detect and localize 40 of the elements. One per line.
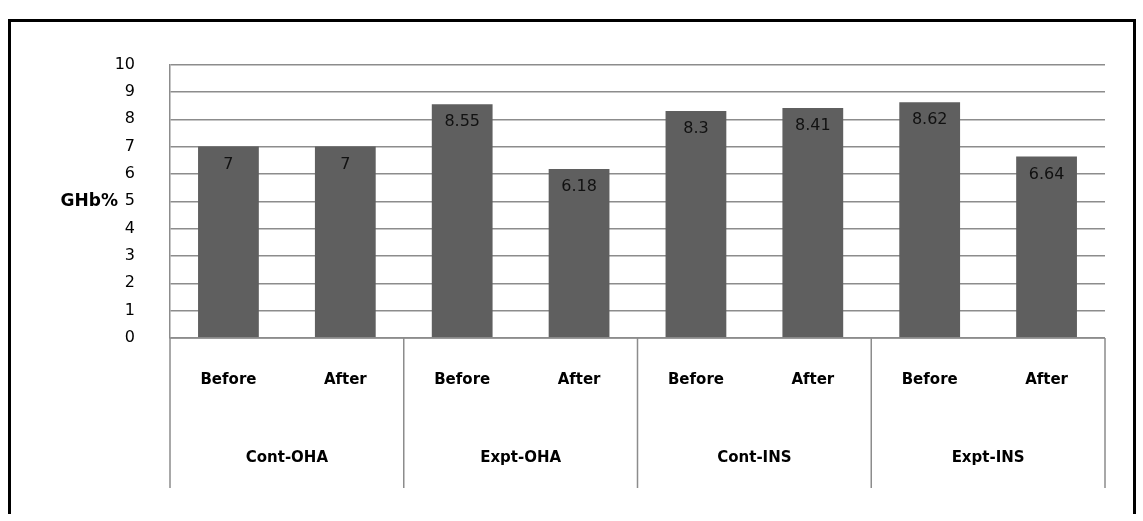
x-tick-label: After [791,369,835,388]
data-label: 8.3 [683,118,709,138]
data-label: 7 [340,153,351,173]
text: Cont-INS [717,447,792,466]
data-label: 7 [223,153,234,173]
y-tick-label: 6 [124,163,135,183]
data-label: 8.62 [911,109,948,129]
data-label: 6.64 [1028,163,1065,183]
x-tick-label: After [557,369,602,388]
x-tick-label: Before [667,369,724,388]
bar [1016,156,1077,338]
bar [314,146,376,338]
text: Expt-OHA [480,447,562,466]
data-label: 6.18 [561,176,597,196]
y-tick-label: 9 [124,81,135,101]
text: Expt-INS [951,447,1025,466]
x-tick-label: After [1025,369,1069,388]
y-tick-label: 2 [124,272,135,292]
bar [198,146,259,338]
bar [665,111,727,338]
y-tick-label: 7 [124,135,135,155]
bar [782,108,844,338]
text: Cont-OHA [245,447,329,466]
data-label: 8.55 [444,111,480,131]
y-tick-label: 10 [114,53,135,73]
bar [899,102,961,338]
bar [548,169,610,338]
bar [431,104,493,338]
y-tick-label: 5 [124,190,135,210]
y-tick-label: 1 [124,299,135,319]
x-tick-label: Before [200,369,257,388]
y-tick-label: 4 [124,217,135,237]
data-label: 8.41 [795,115,831,135]
y-axis-title: GHb% [60,189,118,210]
y-tick-label: 0 [124,327,135,347]
x-tick-label: Before [434,369,491,388]
y-tick-label: 3 [124,245,135,265]
x-tick-label: Before [901,369,958,388]
y-tick-label: 8 [124,108,135,128]
x-tick-label: After [323,369,368,388]
